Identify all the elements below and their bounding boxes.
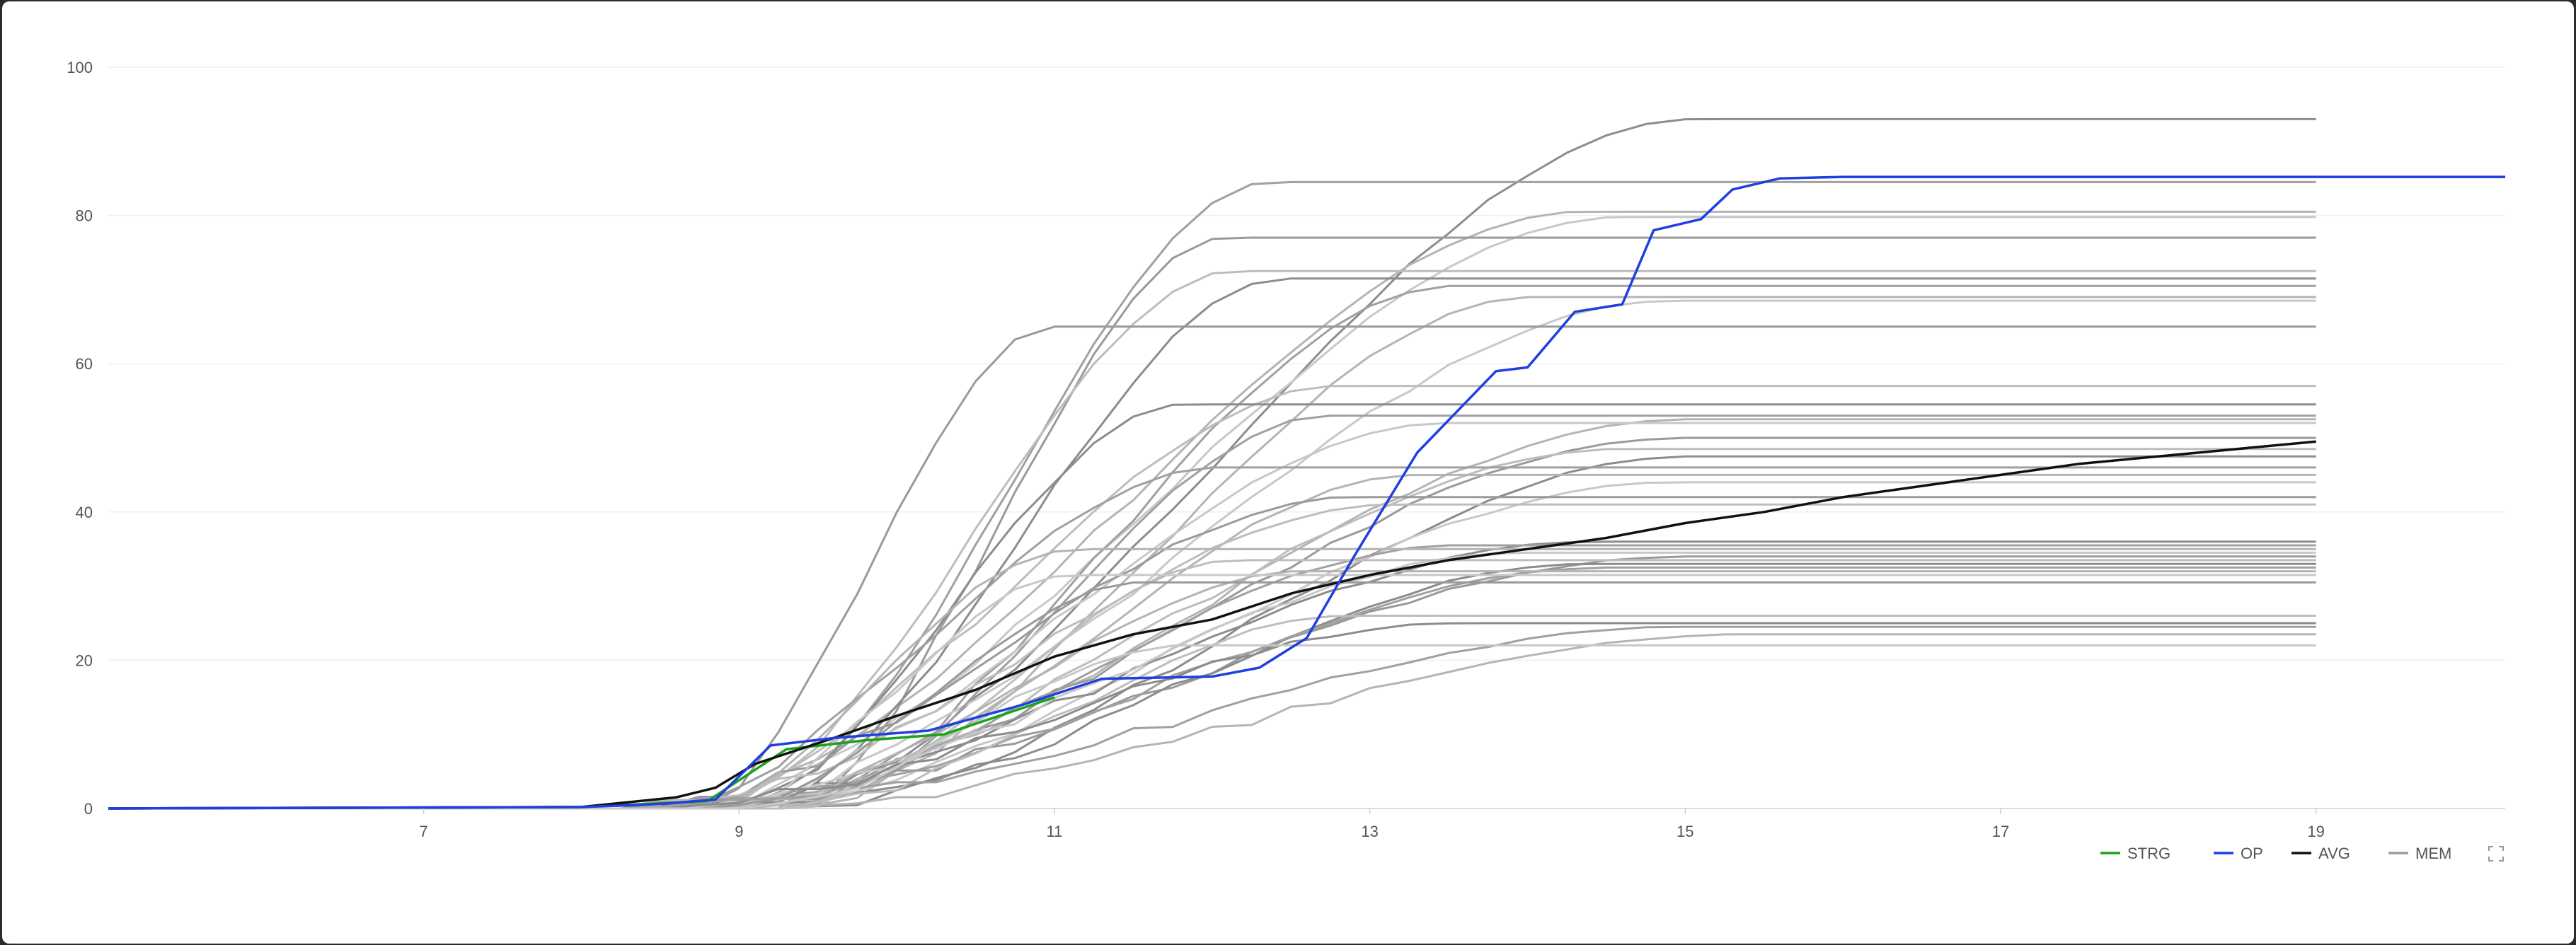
member-series-layer <box>108 117 2316 810</box>
legend: STRG OP AVG MEM <box>2100 845 2451 862</box>
member-line <box>108 403 2316 810</box>
member-line <box>108 299 2316 810</box>
member-line <box>108 555 2316 810</box>
member-line <box>108 566 2316 810</box>
legend-label: MEM <box>2415 845 2451 862</box>
member-line <box>108 625 2316 810</box>
x-tick-label: 19 <box>2307 823 2324 840</box>
member-line <box>108 117 2316 810</box>
legend-label: OP <box>2241 845 2263 862</box>
member-line <box>108 622 2316 810</box>
series-line-op <box>108 175 2505 810</box>
x-tick-label: 7 <box>420 823 428 840</box>
y-tick-label: 80 <box>76 207 93 225</box>
series-line-avg <box>108 440 2316 810</box>
legend-label: AVG <box>2318 845 2350 862</box>
member-line <box>108 496 2316 810</box>
member-line <box>108 236 2316 810</box>
member-line <box>108 551 2316 810</box>
legend-item-mem[interactable]: MEM <box>2388 845 2451 862</box>
member-line <box>108 180 2316 810</box>
expand-icon[interactable] <box>2488 845 2505 862</box>
x-tick-label: 13 <box>1361 823 1378 840</box>
member-line <box>108 562 2316 810</box>
member-line <box>108 466 2316 810</box>
y-tick-label: 40 <box>76 504 93 521</box>
legend-item-avg[interactable]: AVG <box>2292 845 2350 862</box>
legend-item-op[interactable]: OP <box>2214 845 2263 862</box>
x-tick-label: 11 <box>1047 823 1063 840</box>
x-tick-label: 9 <box>735 823 743 840</box>
member-line <box>108 473 2316 810</box>
y-tick-label: 100 <box>67 59 93 76</box>
y-tick-label: 20 <box>76 651 93 669</box>
member-line <box>108 216 2316 810</box>
y-tick-label: 0 <box>84 800 93 818</box>
axis-layer: 0 20 40 60 80 100 7 9 11 13 15 17 19 <box>67 59 2325 840</box>
legend-label: STRG <box>2127 845 2170 862</box>
x-tick-label: 17 <box>1992 823 2009 840</box>
y-tick-label: 60 <box>76 355 93 373</box>
x-tick-label: 15 <box>1677 823 1694 840</box>
legend-item-strg[interactable]: STRG <box>2100 845 2170 862</box>
member-line <box>108 277 2316 810</box>
grid-layer <box>108 66 2505 809</box>
member-line <box>108 574 2316 810</box>
main-series-layer <box>108 175 2505 810</box>
